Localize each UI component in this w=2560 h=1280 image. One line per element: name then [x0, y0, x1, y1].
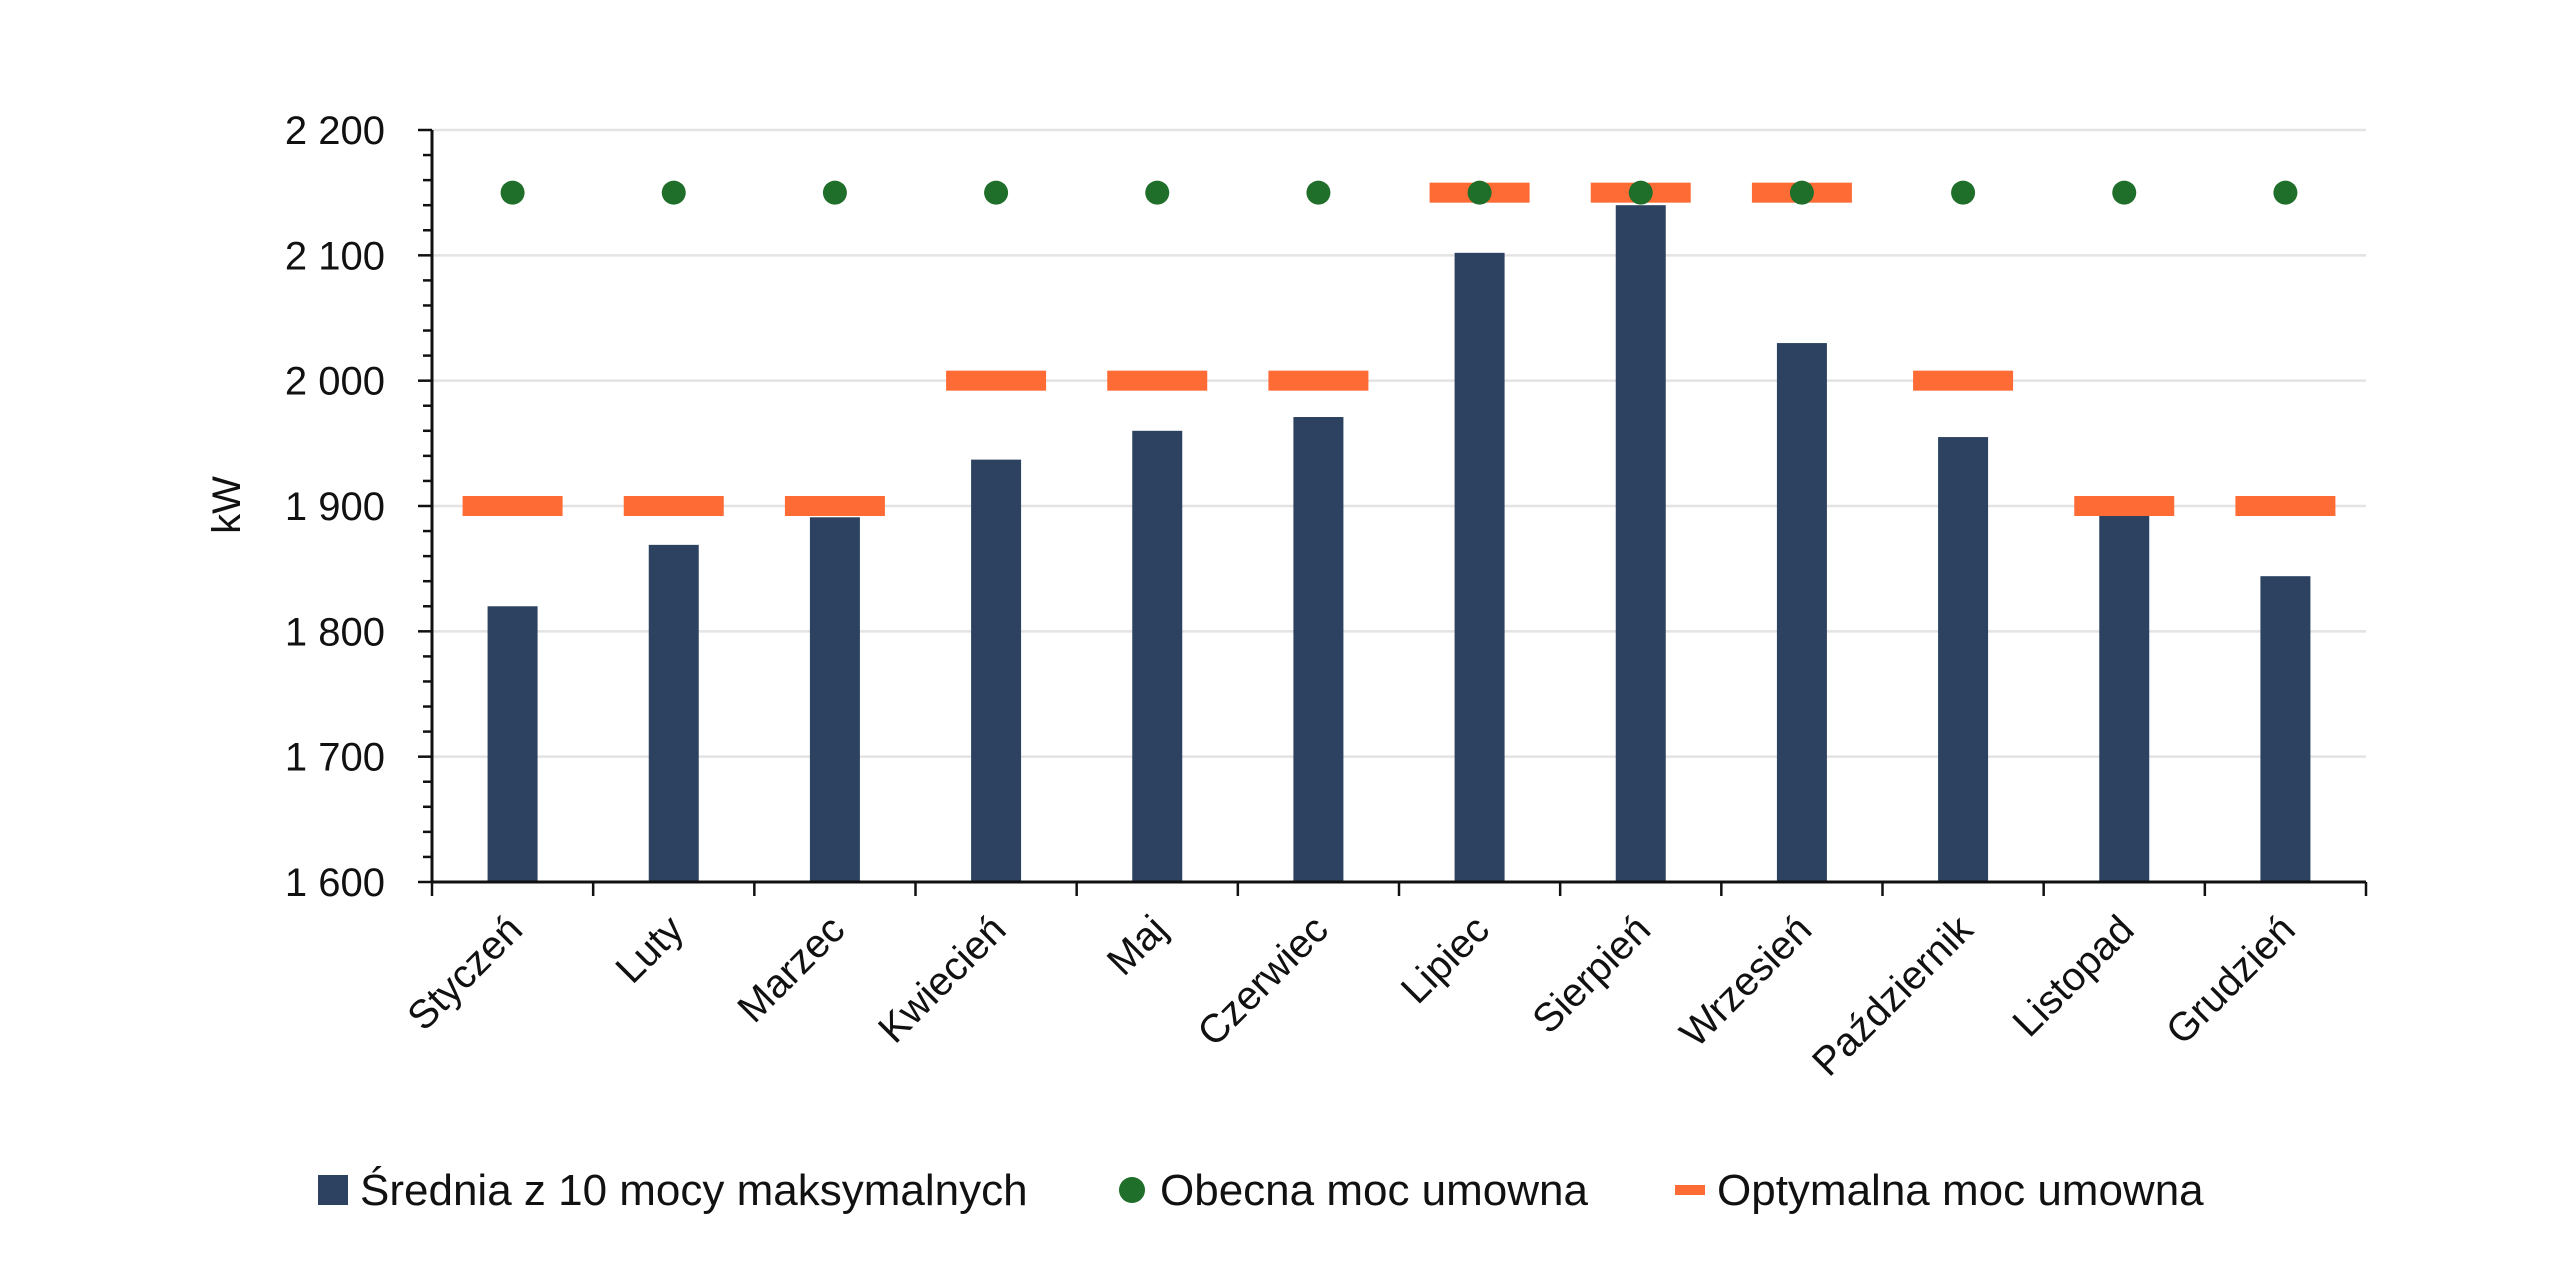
bar-9: [1776, 343, 1827, 883]
bar-2: [648, 544, 699, 882]
current-point-12: [2273, 180, 2298, 205]
x-tick-label: Marzec: [729, 907, 853, 1031]
x-tick-label: Kwiecień: [870, 907, 1014, 1051]
optimal-dash-2: [623, 496, 724, 516]
bar-4: [971, 459, 1022, 882]
current-point-4: [984, 180, 1009, 205]
x-tick-label: Styczeń: [399, 907, 531, 1039]
legend-label-1: Średnia z 10 mocy maksymalnych: [360, 1164, 1028, 1215]
current-point-8: [1628, 180, 1653, 205]
optimal-dash-6: [1268, 370, 1369, 391]
optimal-dash-1: [462, 496, 563, 516]
current-series: [500, 180, 2298, 205]
bar-7: [1454, 252, 1505, 882]
x-tick-label: Lipiec: [1393, 907, 1498, 1012]
bar-1: [487, 606, 538, 882]
y-tick-label: 1 700: [285, 736, 385, 780]
x-tick-label: Sierpień: [1524, 907, 1659, 1042]
x-tick-label: Listopad: [2005, 907, 2143, 1045]
optimal-dash-3: [784, 496, 885, 516]
bar-5: [1132, 430, 1183, 882]
current-point-7: [1467, 180, 1492, 205]
x-tick-label: Wrzesień: [1672, 907, 1820, 1055]
legend-label-2: Obecna moc umowna: [1160, 1166, 1589, 1215]
legend-marker-optimal: [1675, 1185, 1705, 1195]
optimal-dash-4: [946, 370, 1047, 391]
bar-12: [2260, 576, 2311, 882]
y-tick-label: 2 200: [285, 109, 385, 153]
x-tick-label: Maj: [1099, 907, 1176, 984]
current-point-2: [661, 180, 686, 205]
optimal-series: [462, 182, 2336, 516]
bar-11: [2099, 514, 2150, 882]
current-point-10: [1951, 180, 1976, 205]
current-point-6: [1306, 180, 1331, 205]
y-tick-label: 2 100: [285, 234, 385, 278]
y-tick-label: 2 000: [285, 360, 385, 404]
current-point-1: [500, 180, 525, 205]
optimal-dash-5: [1107, 370, 1208, 391]
bar-8: [1615, 205, 1666, 882]
y-axis-title: kW: [205, 476, 249, 534]
x-tick-label: Luty: [608, 907, 693, 992]
y-tick-label: 1 800: [285, 610, 385, 654]
x-tick-label: Grudzień: [2158, 907, 2304, 1053]
legend-label-3: Optymalna moc umowna: [1717, 1166, 2204, 1215]
gridlines: [432, 128, 2366, 758]
optimal-dash-10: [1913, 370, 2014, 391]
current-point-11: [2112, 180, 2137, 205]
legend-marker-current: [1119, 1177, 1145, 1203]
x-tick-label: Czerwiec: [1189, 907, 1336, 1054]
bars-series: [487, 205, 2311, 883]
bar-3: [809, 517, 860, 882]
x-tick-label: Październik: [1804, 907, 1982, 1085]
bar-6: [1293, 417, 1344, 882]
optimal-dash-12: [2235, 496, 2336, 516]
legend: Średnia z 10 mocy maksymalnych Obecna moc…: [318, 1164, 2204, 1215]
legend-marker-bar: [318, 1175, 348, 1205]
y-tick-label: 1 600: [285, 861, 385, 905]
bar-10: [1938, 437, 1989, 882]
current-point-3: [822, 180, 847, 205]
current-point-5: [1145, 180, 1170, 205]
y-tick-label: 1 900: [285, 485, 385, 529]
current-point-9: [1789, 180, 1814, 205]
optimal-dash-11: [2074, 496, 2175, 516]
